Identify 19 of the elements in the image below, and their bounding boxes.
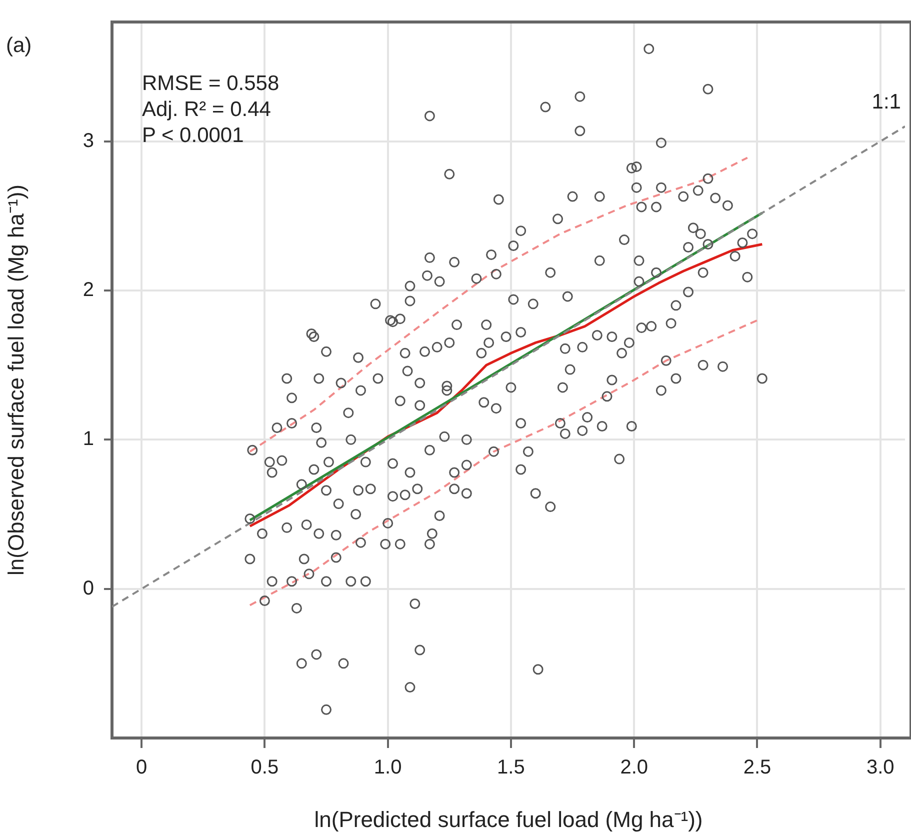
y-axis-title: ln(Observed surface fuel load (Mg ha⁻¹)) <box>3 184 28 576</box>
x-axis-title: ln(Predicted surface fuel load (Mg ha⁻¹)) <box>314 806 703 832</box>
annotation: P < 0.0001 <box>142 124 244 147</box>
text: (a) <box>6 34 32 57</box>
y-tick-label: 1 <box>82 428 94 450</box>
x-tick-label: 2.5 <box>743 756 772 779</box>
y-tick-label: 3 <box>82 130 94 152</box>
x-tick-label: 3.0 <box>866 756 894 779</box>
x-tick-label: 1.5 <box>497 756 525 779</box>
y-tick-label: 2 <box>82 279 94 302</box>
x-tick-label: 0.5 <box>250 756 279 779</box>
annotation: Adj. R² = 0.44 <box>142 98 272 121</box>
x-tick-label: 0 <box>136 756 148 779</box>
x-tick-label: 2.0 <box>620 756 648 779</box>
line-series <box>248 319 758 606</box>
x-tick-label: 1.0 <box>374 756 402 779</box>
series-label: 1:1 <box>872 90 901 114</box>
annotation: RMSE = 0.558 <box>142 72 280 95</box>
y-tick-label: 0 <box>82 577 94 600</box>
